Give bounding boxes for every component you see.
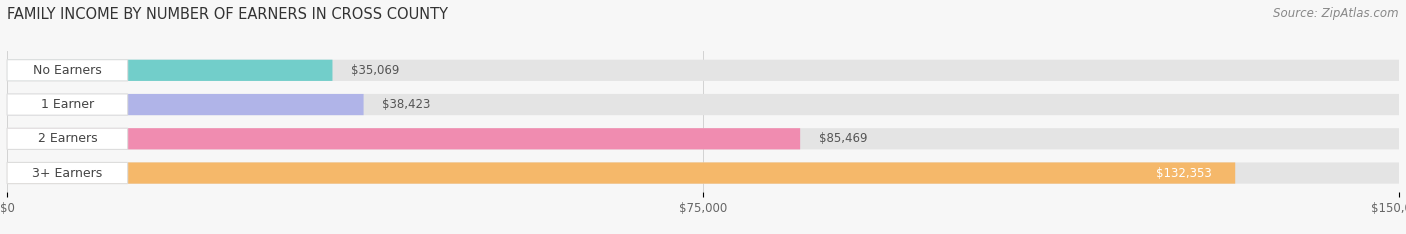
FancyBboxPatch shape bbox=[7, 94, 1399, 115]
Text: FAMILY INCOME BY NUMBER OF EARNERS IN CROSS COUNTY: FAMILY INCOME BY NUMBER OF EARNERS IN CR… bbox=[7, 7, 449, 22]
FancyBboxPatch shape bbox=[7, 60, 1399, 81]
FancyBboxPatch shape bbox=[7, 162, 128, 184]
FancyBboxPatch shape bbox=[7, 162, 1236, 184]
FancyBboxPatch shape bbox=[7, 162, 1399, 184]
Text: 1 Earner: 1 Earner bbox=[41, 98, 94, 111]
Text: $35,069: $35,069 bbox=[352, 64, 399, 77]
Text: $85,469: $85,469 bbox=[818, 132, 868, 145]
FancyBboxPatch shape bbox=[7, 94, 128, 115]
Text: No Earners: No Earners bbox=[32, 64, 101, 77]
Text: Source: ZipAtlas.com: Source: ZipAtlas.com bbox=[1274, 7, 1399, 20]
Text: $38,423: $38,423 bbox=[382, 98, 430, 111]
FancyBboxPatch shape bbox=[7, 94, 364, 115]
FancyBboxPatch shape bbox=[7, 60, 128, 81]
Text: $132,353: $132,353 bbox=[1156, 167, 1212, 179]
FancyBboxPatch shape bbox=[7, 128, 1399, 150]
FancyBboxPatch shape bbox=[7, 128, 128, 150]
FancyBboxPatch shape bbox=[7, 60, 332, 81]
FancyBboxPatch shape bbox=[7, 128, 800, 150]
Text: 2 Earners: 2 Earners bbox=[38, 132, 97, 145]
Text: 3+ Earners: 3+ Earners bbox=[32, 167, 103, 179]
